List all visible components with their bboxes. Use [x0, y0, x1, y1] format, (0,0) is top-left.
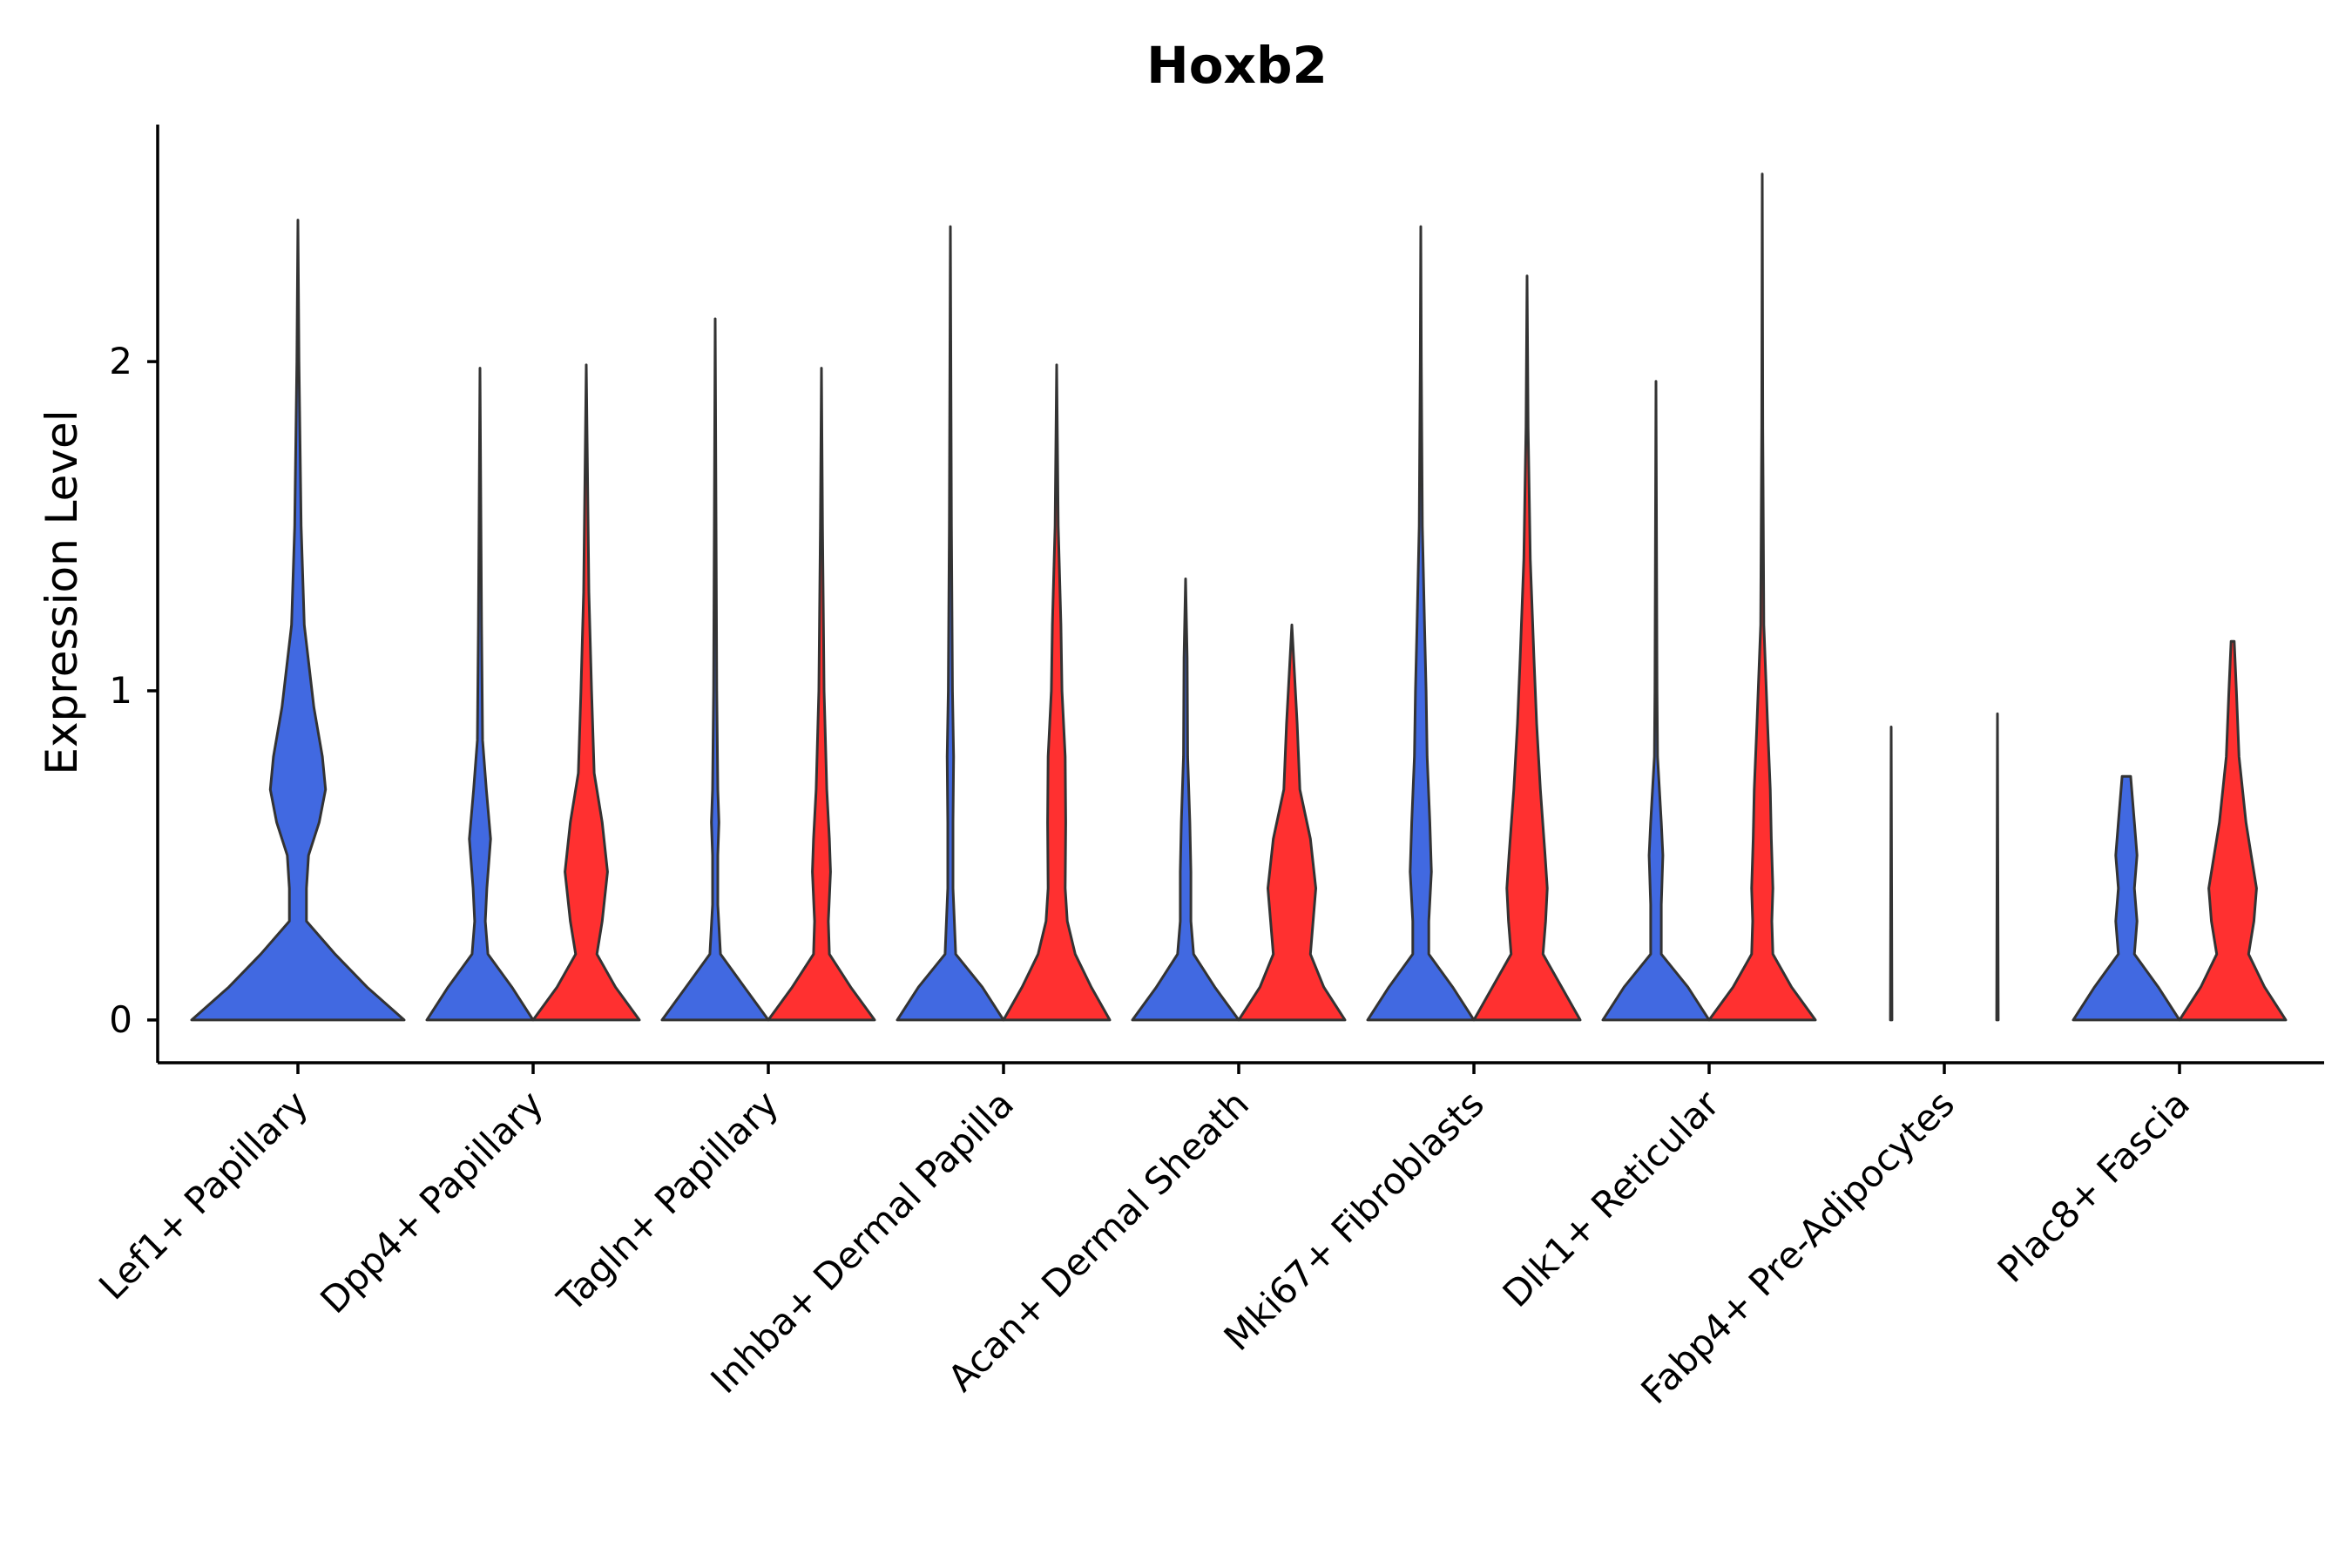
violin-body [1472, 274, 1582, 1022]
violin-group_a-6 [1366, 225, 1476, 1022]
violin-body [531, 363, 641, 1022]
violin-group_b-4 [1002, 363, 1112, 1022]
violin-body [1002, 363, 1112, 1022]
violin-layer [190, 172, 2288, 1022]
violin-body [1601, 380, 1711, 1022]
violin-body [2178, 639, 2288, 1022]
y-axis-title: Expression Level [37, 409, 87, 774]
violin-body [1131, 578, 1240, 1022]
y-tick-label: 1 [109, 669, 132, 712]
violin-group_a-5 [1131, 578, 1240, 1022]
x-tick-label: Mki67+ Fibroblasts [1216, 1082, 1492, 1358]
violin-group_b-7 [1707, 172, 1817, 1022]
violin-group_b-8 [1995, 712, 2000, 1022]
violin-body [1237, 623, 1347, 1022]
x-tick-label: Tagln+ Papillary [549, 1082, 787, 1320]
violin-group_b-9 [2178, 639, 2288, 1022]
violin-body [1995, 712, 2000, 1022]
violin-body [660, 317, 770, 1022]
y-tick-group: 0 1 2 [109, 340, 158, 1041]
violin-body [2072, 774, 2181, 1022]
violin-group_a-1 [190, 219, 406, 1022]
violin-group_a-8 [1889, 726, 1894, 1022]
x-tick-label: Plac8+ Fascia [1990, 1082, 2198, 1290]
violin-group_a-7 [1601, 380, 1711, 1022]
violin-group_b-2 [531, 363, 641, 1022]
violin-body [896, 225, 1005, 1022]
violin-group_b-6 [1472, 274, 1582, 1022]
violin-group_a-9 [2072, 774, 2181, 1022]
violin-group_a-4 [896, 225, 1005, 1022]
violin-group_a-3 [660, 317, 770, 1022]
violin-body [1707, 172, 1817, 1022]
x-tick-label: Dpp4+ Papillary [312, 1082, 551, 1321]
x-tick-label: Lef1+ Papillary [91, 1082, 316, 1308]
violin-body [1366, 225, 1476, 1022]
violin-body [425, 367, 535, 1022]
violin-body [767, 367, 876, 1022]
violin-group_b-5 [1237, 623, 1347, 1022]
violin-body [190, 219, 406, 1022]
violin-group_a-2 [425, 367, 535, 1022]
x-tick-label: Dlk1+ Reticular [1495, 1082, 1728, 1315]
violin-group_b-3 [767, 367, 876, 1022]
y-tick-label: 2 [109, 340, 132, 382]
violin-body [1889, 726, 1894, 1022]
chart-title: Hoxb2 [1146, 36, 1328, 95]
y-tick-label: 0 [109, 998, 132, 1041]
